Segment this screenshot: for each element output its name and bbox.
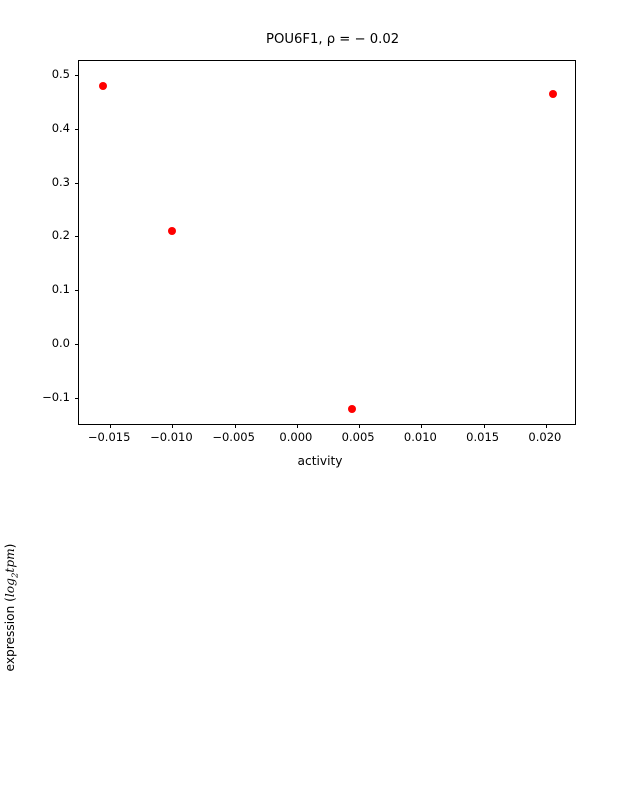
x-axis-tick (296, 424, 298, 428)
y-axis-tick-label: −0.1 (42, 389, 70, 404)
x-axis-tick-label: 0.015 (466, 430, 500, 444)
x-axis-tick (110, 424, 112, 428)
x-axis-label: activity (297, 454, 343, 468)
scatter-plot-figure: POU6F1, ρ = − 0.02 hg19_v2_chr12_-_51611… (0, 11, 640, 672)
x-axis-tick (421, 424, 423, 428)
y-axis-label-prefix: expression ( (3, 597, 17, 672)
x-axis-tick-label: 0.000 (279, 430, 313, 444)
y-axis-tick-label: 0.4 (51, 120, 70, 135)
y-axis-tick (75, 290, 79, 292)
y-axis-tick-label: 0.0 (51, 336, 70, 350)
y-axis-tick-label: 0.1 (51, 282, 70, 297)
y-axis-tick (75, 74, 79, 76)
x-axis-tick-label: 0.020 (528, 430, 562, 444)
x-axis-tick (545, 424, 547, 428)
y-axis-tick (75, 397, 79, 399)
x-axis-tick-label: 0.005 (341, 430, 375, 444)
x-axis-tick-label: 0.010 (403, 430, 437, 444)
y-axis-label-log: log (3, 578, 17, 598)
y-axis-tick (75, 182, 79, 184)
data-point (168, 227, 177, 236)
chart-title-line-1: POU6F1, ρ = − 0.02 (0, 11, 640, 68)
data-point (549, 89, 558, 98)
y-axis-label-suffix: ) (3, 543, 17, 549)
y-axis-label-subscript: 2 (10, 572, 21, 579)
x-axis-tick-label: −0.005 (212, 430, 255, 444)
y-axis-tick (75, 236, 79, 238)
y-axis-tick-label: 0.5 (51, 66, 70, 81)
data-point (347, 404, 356, 413)
x-axis-tick (172, 424, 174, 428)
x-axis-tick-label: −0.015 (87, 430, 131, 444)
gene-name-and-rho: POU6F1, ρ = − 0.02 (266, 32, 400, 47)
x-axis-tick (483, 424, 485, 428)
x-axis-tick (234, 424, 236, 428)
y-axis-tick (75, 128, 79, 130)
plot-area (75, 60, 576, 428)
x-axis-tick-label: −0.010 (150, 430, 193, 444)
y-axis-tick (75, 344, 79, 345)
x-axis-tick (359, 424, 361, 428)
y-axis-tick-label: 0.2 (51, 228, 70, 243)
data-point (98, 81, 107, 90)
y-axis-tick-label: 0.3 (51, 174, 70, 189)
y-axis-label-tpm: tpm (3, 548, 17, 573)
